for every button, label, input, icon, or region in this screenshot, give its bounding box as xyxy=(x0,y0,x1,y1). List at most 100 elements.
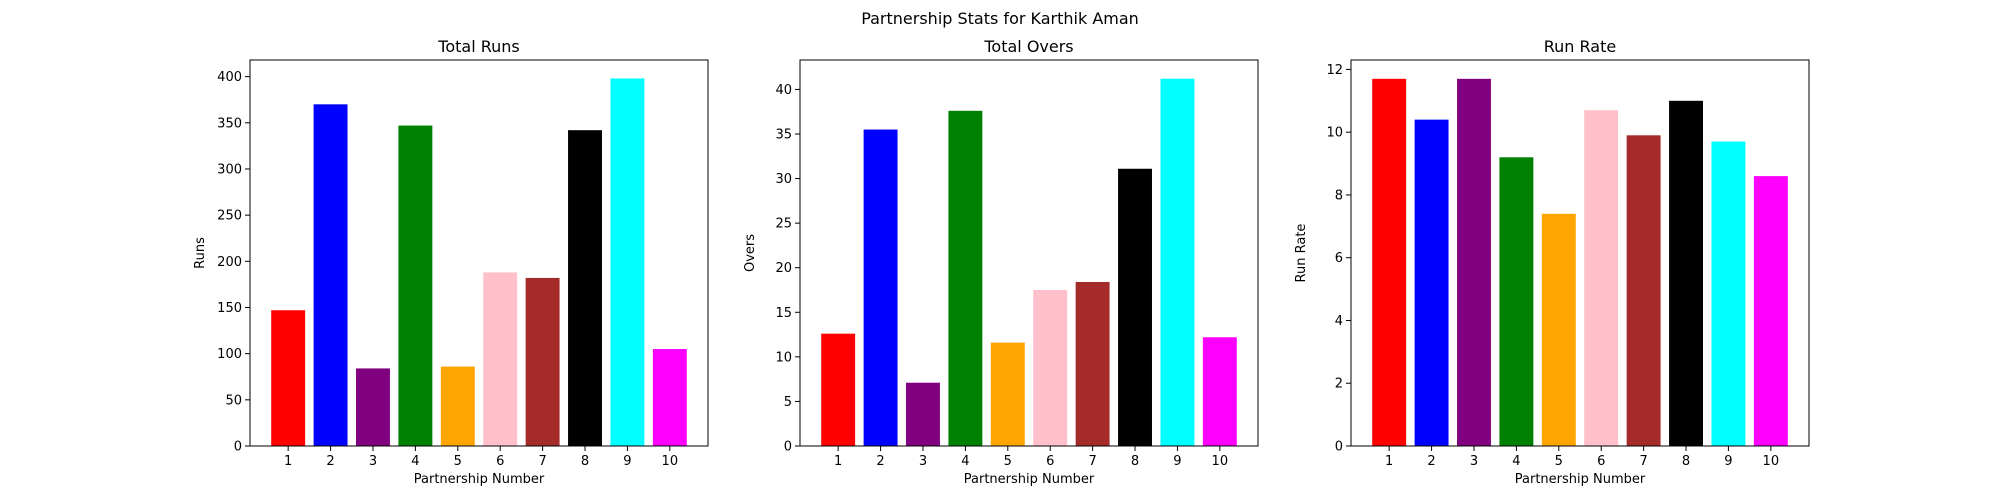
x-tick-label: 4 xyxy=(1512,454,1520,469)
x-tick-label: 5 xyxy=(454,454,462,469)
y-tick-label: 10 xyxy=(1326,126,1343,141)
y-tick-label: 5 xyxy=(784,395,792,410)
bar-2 xyxy=(1414,119,1449,447)
bar-10 xyxy=(1753,176,1788,446)
x-tick-label: 9 xyxy=(1724,454,1732,469)
axes-frame xyxy=(1350,59,1810,447)
y-tick-label: 12 xyxy=(1326,63,1343,78)
y-tick-label: 300 xyxy=(217,162,242,177)
bar-10 xyxy=(1202,337,1237,446)
bar-7 xyxy=(525,277,560,446)
y-tick-label: 4 xyxy=(1335,314,1343,329)
bar-3 xyxy=(1457,78,1491,446)
bar-6 xyxy=(483,272,518,446)
x-tick-label: 2 xyxy=(876,454,884,469)
bar-2 xyxy=(863,129,898,446)
panel-title: Total Runs xyxy=(437,37,519,56)
axes-frame xyxy=(249,59,709,447)
y-axis-label: Overs xyxy=(743,234,758,272)
x-tick-label: 6 xyxy=(1046,454,1054,469)
panel-title: Total Overs xyxy=(983,37,1073,56)
x-tick-label: 7 xyxy=(538,454,546,469)
x-tick-label: 8 xyxy=(1682,454,1690,469)
x-tick-label: 1 xyxy=(1385,454,1393,469)
bar-3 xyxy=(356,368,390,446)
y-tick-label: 100 xyxy=(217,347,242,362)
x-tick-label: 5 xyxy=(1004,454,1012,469)
bar-1 xyxy=(271,310,306,446)
bar-9 xyxy=(1711,141,1746,446)
y-tick-label: 250 xyxy=(217,209,242,224)
bar-9 xyxy=(610,78,645,446)
x-tick-label: 3 xyxy=(1470,454,1478,469)
bar-9 xyxy=(1160,78,1195,446)
bar-7 xyxy=(1075,281,1110,446)
x-tick-label: 2 xyxy=(326,454,334,469)
x-tick-label: 3 xyxy=(919,454,927,469)
y-tick-label: 150 xyxy=(217,301,242,316)
bar-3 xyxy=(906,382,940,446)
bar-1 xyxy=(821,333,856,446)
y-axis-label: Run Rate xyxy=(1294,224,1309,283)
bar-5 xyxy=(990,342,1025,446)
y-tick-label: 10 xyxy=(775,350,792,365)
bar-5 xyxy=(440,366,475,446)
x-tick-label: 1 xyxy=(284,454,292,469)
x-tick-label: 9 xyxy=(623,454,631,469)
y-tick-label: 400 xyxy=(217,70,242,85)
x-tick-label: 10 xyxy=(1212,454,1229,469)
y-tick-label: 40 xyxy=(775,83,792,98)
y-tick-label: 200 xyxy=(217,255,242,270)
bar-10 xyxy=(652,349,687,446)
y-tick-label: 8 xyxy=(1335,188,1343,203)
x-tick-label: 4 xyxy=(961,454,969,469)
x-axis-label: Partnership Number xyxy=(964,472,1095,487)
x-axis-label: Partnership Number xyxy=(414,472,545,487)
bar-7 xyxy=(1626,135,1661,446)
bar-4 xyxy=(948,110,983,447)
x-tick-label: 10 xyxy=(662,454,679,469)
x-tick-label: 10 xyxy=(1763,454,1780,469)
y-tick-label: 20 xyxy=(775,261,792,276)
x-tick-label: 2 xyxy=(1427,454,1435,469)
bar-6 xyxy=(1033,289,1068,446)
bar-1 xyxy=(1372,78,1407,446)
y-tick-label: 15 xyxy=(775,306,792,321)
bar-4 xyxy=(398,125,433,447)
axes-frame xyxy=(799,59,1259,447)
chart-panel-1: Total Runs 0 50 100 150 200 250 300 350 400 1 2 3 4 5 6… xyxy=(193,37,709,487)
bar-8 xyxy=(568,130,602,446)
x-tick-label: 4 xyxy=(411,454,419,469)
x-tick-label: 6 xyxy=(1597,454,1605,469)
x-tick-label: 3 xyxy=(369,454,377,469)
y-tick-label: 0 xyxy=(1335,440,1343,455)
y-tick-label: 30 xyxy=(775,172,792,187)
y-tick-label: 25 xyxy=(775,217,792,232)
bar-6 xyxy=(1584,110,1619,447)
y-tick-label: 0 xyxy=(784,440,792,455)
x-tick-label: 1 xyxy=(834,454,842,469)
y-axis-label: Runs xyxy=(193,237,208,269)
bar-5 xyxy=(1541,213,1576,446)
y-tick-label: 350 xyxy=(217,116,242,131)
y-tick-label: 2 xyxy=(1335,377,1343,392)
figure-title: Partnership Stats for Karthik Aman xyxy=(861,9,1139,28)
bar-8 xyxy=(1118,168,1152,446)
x-axis-label: Partnership Number xyxy=(1515,472,1646,487)
bar-8 xyxy=(1669,100,1703,446)
y-tick-label: 35 xyxy=(775,127,792,142)
x-tick-label: 7 xyxy=(1088,454,1096,469)
bar-4 xyxy=(1499,157,1534,446)
x-tick-label: 5 xyxy=(1555,454,1563,469)
x-tick-label: 8 xyxy=(581,454,589,469)
chart-panel-2: Total Overs 0 5 10 15 20 25 30 35 40 1 2 3 4 5 6 7 8 9 10 Pa… xyxy=(743,37,1259,487)
x-tick-label: 9 xyxy=(1173,454,1181,469)
x-tick-label: 6 xyxy=(496,454,504,469)
x-tick-label: 8 xyxy=(1131,454,1139,469)
panel-title: Run Rate xyxy=(1544,37,1616,56)
bar-2 xyxy=(313,104,348,447)
y-tick-label: 50 xyxy=(225,393,242,408)
